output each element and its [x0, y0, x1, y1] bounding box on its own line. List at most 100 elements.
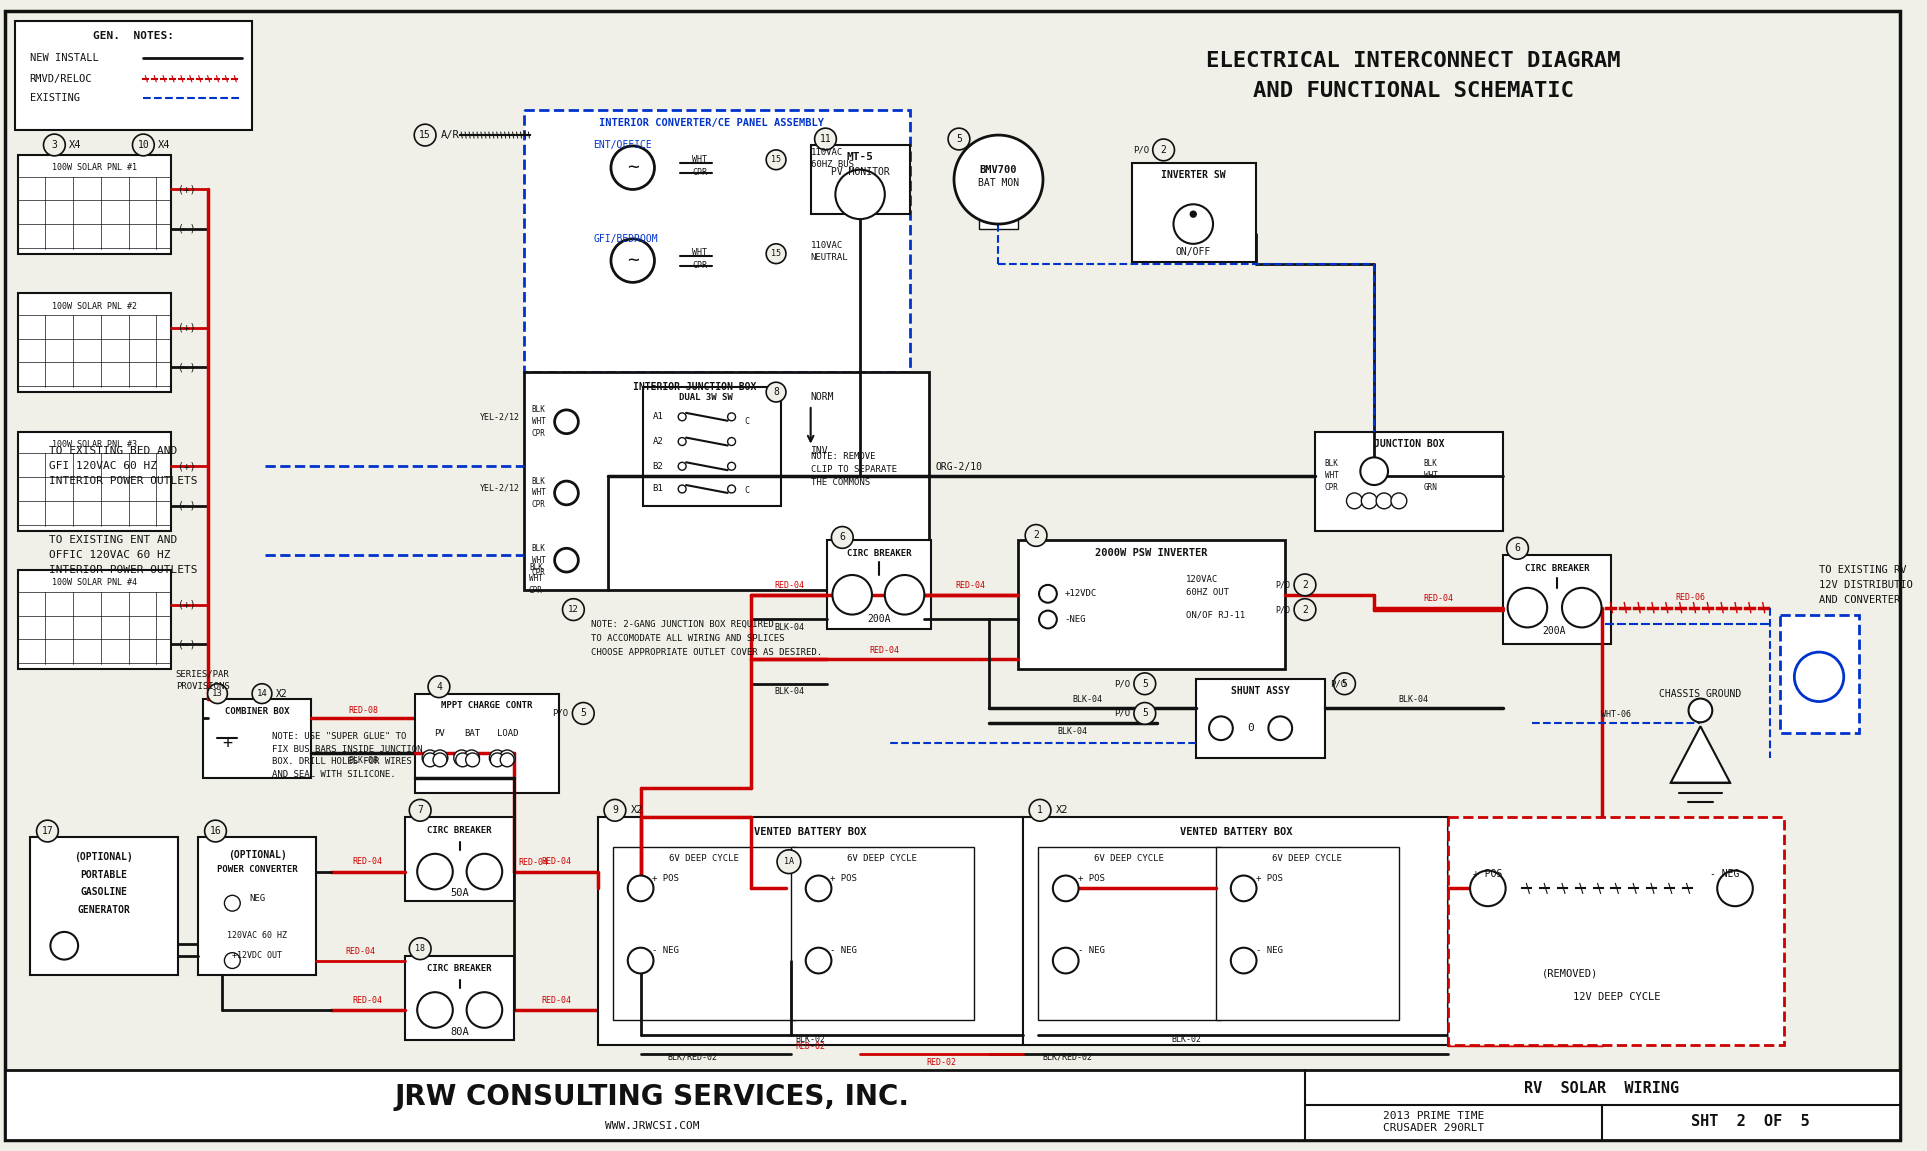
- Circle shape: [414, 124, 436, 146]
- Text: WHT: WHT: [1324, 471, 1339, 480]
- Text: RED-04: RED-04: [353, 996, 383, 1005]
- Text: CPR: CPR: [532, 501, 545, 509]
- Circle shape: [133, 134, 154, 155]
- Circle shape: [1295, 574, 1316, 596]
- Text: WHT: WHT: [1424, 471, 1438, 480]
- Text: ~: ~: [626, 251, 638, 270]
- Text: 2013 PRIME TIME
CRUSADER 290RLT: 2013 PRIME TIME CRUSADER 290RLT: [1384, 1111, 1484, 1133]
- Text: + POS: + POS: [1472, 869, 1503, 878]
- Text: B2: B2: [653, 462, 663, 471]
- Text: X4: X4: [69, 140, 81, 150]
- Text: 6V DEEP CYCLE: 6V DEEP CYCLE: [669, 854, 738, 863]
- Circle shape: [224, 895, 241, 912]
- Text: AND FUNCTIONAL SCHEMATIC: AND FUNCTIONAL SCHEMATIC: [1253, 81, 1574, 100]
- Text: 100W SOLAR PNL #2: 100W SOLAR PNL #2: [52, 302, 137, 311]
- Text: (+): (+): [177, 462, 195, 471]
- Text: NOTE: REMOVE: NOTE: REMOVE: [811, 452, 875, 460]
- Text: PV MONITOR: PV MONITOR: [831, 167, 890, 176]
- Circle shape: [1507, 588, 1547, 627]
- Text: JUNCTION BOX: JUNCTION BOX: [1374, 439, 1443, 449]
- Text: INTERIOR JUNCTION BOX: INTERIOR JUNCTION BOX: [632, 382, 755, 392]
- Text: NEG: NEG: [249, 894, 266, 902]
- Bar: [524, 110, 910, 372]
- Text: PORTABLE: PORTABLE: [81, 869, 127, 879]
- Text: + POS: + POS: [1256, 874, 1281, 883]
- Text: 1A: 1A: [784, 857, 794, 867]
- Circle shape: [1360, 493, 1378, 509]
- Circle shape: [453, 750, 470, 765]
- Text: CPR: CPR: [1324, 482, 1339, 491]
- Bar: [15, 22, 252, 130]
- Text: 2: 2: [1160, 145, 1166, 155]
- Text: RED-04: RED-04: [353, 857, 383, 867]
- Text: 2: 2: [1303, 604, 1308, 615]
- Circle shape: [499, 750, 515, 765]
- Text: BAT: BAT: [464, 729, 480, 738]
- Text: BLK: BLK: [532, 543, 545, 552]
- Text: BLK-02: BLK-02: [1172, 1035, 1201, 1044]
- Text: RED-04: RED-04: [869, 646, 900, 655]
- Circle shape: [1191, 211, 1197, 218]
- Text: 110VAC: 110VAC: [811, 148, 842, 158]
- Text: 6V DEEP CYCLE: 6V DEEP CYCLE: [846, 854, 917, 863]
- Circle shape: [1347, 493, 1362, 509]
- Circle shape: [1174, 204, 1212, 244]
- Text: 0: 0: [1247, 723, 1254, 733]
- Text: (-): (-): [177, 363, 195, 373]
- Text: RED-04: RED-04: [541, 857, 572, 867]
- Text: WHT: WHT: [528, 574, 543, 584]
- Text: NOTE: 2-GANG JUNCTION BOX REQUIRED: NOTE: 2-GANG JUNCTION BOX REQUIRED: [592, 620, 775, 628]
- Text: BLK-04: BLK-04: [1058, 726, 1087, 735]
- Circle shape: [50, 932, 79, 960]
- Text: (+): (+): [177, 184, 195, 195]
- Text: ~: ~: [626, 158, 638, 177]
- Text: 4: 4: [436, 681, 441, 692]
- Polygon shape: [1671, 726, 1730, 783]
- Text: - NEG: - NEG: [831, 946, 858, 955]
- Text: +12VDC: +12VDC: [1066, 589, 1096, 599]
- Bar: [202, 699, 312, 778]
- Circle shape: [628, 876, 653, 901]
- Text: - NEG: - NEG: [1077, 946, 1104, 955]
- Text: 100W SOLAR PNL #3: 100W SOLAR PNL #3: [52, 440, 137, 449]
- Text: 6: 6: [840, 533, 846, 542]
- Circle shape: [728, 413, 736, 421]
- Text: VENTED BATTERY BOX: VENTED BATTERY BOX: [753, 828, 867, 837]
- Circle shape: [464, 750, 480, 765]
- Text: 14: 14: [256, 689, 268, 699]
- Text: 8: 8: [773, 387, 779, 397]
- Bar: [17, 570, 172, 669]
- Text: - NEG: - NEG: [653, 946, 680, 955]
- Text: COMBINER BOX: COMBINER BOX: [225, 707, 289, 716]
- Circle shape: [1025, 525, 1046, 547]
- Circle shape: [777, 849, 802, 874]
- Text: RED-04: RED-04: [345, 947, 376, 956]
- Circle shape: [204, 821, 225, 841]
- Text: TO EXISTING RV: TO EXISTING RV: [1819, 565, 1906, 576]
- Text: 12V DISTRIBUTIO: 12V DISTRIBUTIO: [1819, 580, 1914, 590]
- Text: B1: B1: [653, 485, 663, 494]
- Text: C: C: [744, 418, 750, 426]
- Circle shape: [728, 437, 736, 445]
- Text: SHT  2  OF  5: SHT 2 OF 5: [1690, 1114, 1809, 1129]
- Text: BLK/RED-02: BLK/RED-02: [667, 1053, 717, 1062]
- Text: ON/OFF: ON/OFF: [1175, 246, 1210, 257]
- Circle shape: [728, 485, 736, 493]
- Text: 15: 15: [771, 155, 780, 165]
- Bar: [405, 955, 515, 1039]
- Text: THE COMMONS: THE COMMONS: [811, 478, 869, 487]
- Text: MT-5: MT-5: [846, 152, 873, 162]
- Text: BLK: BLK: [528, 563, 543, 572]
- Circle shape: [767, 382, 786, 402]
- Text: P/O: P/O: [1114, 679, 1129, 688]
- Circle shape: [555, 410, 578, 434]
- Circle shape: [1231, 947, 1256, 974]
- Text: LOAD: LOAD: [497, 729, 518, 738]
- Text: BLK: BLK: [1424, 459, 1438, 467]
- Text: 10: 10: [137, 140, 148, 150]
- Text: 6V DEEP CYCLE: 6V DEEP CYCLE: [1272, 854, 1341, 863]
- Text: P/O: P/O: [1276, 580, 1291, 589]
- Text: ELECTRICAL INTERCONNECT DIAGRAM: ELECTRICAL INTERCONNECT DIAGRAM: [1206, 51, 1621, 71]
- Circle shape: [416, 992, 453, 1028]
- Text: 7: 7: [418, 806, 424, 815]
